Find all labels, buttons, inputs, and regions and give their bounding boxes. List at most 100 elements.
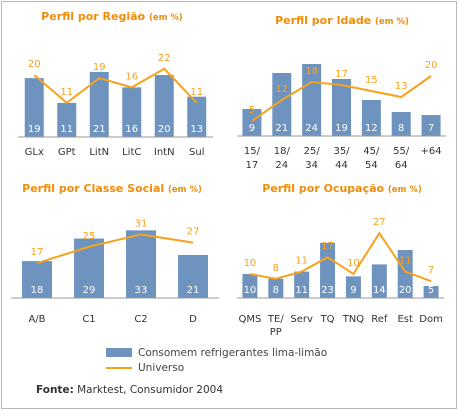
- bar: [332, 79, 351, 136]
- chart-title: Perfil por Idade (em %): [275, 14, 409, 27]
- line-value-label: 11: [295, 256, 308, 267]
- x-tick-label: C2: [134, 314, 147, 325]
- x-tick-label: QMS: [239, 314, 262, 325]
- line-value-label: 10: [244, 258, 257, 269]
- bar: [57, 102, 77, 137]
- x-tick-label: +64: [421, 146, 442, 157]
- x-tick-line: 55/: [393, 146, 410, 157]
- chart-regiao: Perfil por Região (em %) 19 11 21 16 20 13 20 11…: [18, 10, 213, 158]
- line-value-label: 8: [273, 263, 279, 274]
- bar-value-label: 11: [295, 285, 308, 296]
- x-tick-label: TE/PP: [267, 314, 284, 338]
- bar: [272, 73, 292, 136]
- x-tick-label: 25/34: [304, 146, 321, 171]
- bar-value-label: 21: [93, 124, 106, 135]
- bar-value-label: 23: [321, 285, 334, 296]
- x-tick-line: 44: [335, 160, 348, 171]
- line-value-label: 18: [305, 66, 318, 77]
- x-tick-line: 15/: [244, 146, 261, 157]
- legend-line-swatch: [106, 366, 132, 369]
- x-tick-line: 35/: [333, 146, 350, 157]
- bar: [74, 238, 104, 298]
- line-value-label: 22: [158, 53, 171, 64]
- x-tick-line: Est: [397, 314, 413, 325]
- bar: [24, 78, 44, 137]
- bar: [154, 75, 174, 137]
- bar: [187, 96, 207, 137]
- bar: [89, 71, 109, 137]
- bar: [345, 276, 361, 298]
- line-value-label: 5: [249, 105, 255, 116]
- bar-value-label: 9: [350, 285, 356, 296]
- chart-title-unit: (em %): [168, 185, 202, 195]
- line-value-label: 10: [347, 258, 360, 269]
- x-tick-label: GPt: [58, 147, 76, 158]
- line-value-label: 20: [425, 60, 438, 71]
- source-text: Marktest, Consumidor 2004: [73, 384, 223, 396]
- bar-value-label: 20: [399, 285, 412, 296]
- x-tick-line: Ref: [371, 314, 388, 325]
- chart-title: Perfil por Classe Social (em %): [22, 182, 202, 195]
- line-value-label: 17: [335, 69, 348, 80]
- x-tick-label: 45/54: [363, 146, 380, 171]
- bar-value-label: 21: [275, 123, 288, 134]
- chart-title-unit: (em %): [388, 185, 422, 195]
- x-tick-line: LitC: [122, 147, 141, 158]
- chart-title-text: Perfil por Classe Social: [22, 182, 168, 195]
- x-tick-label: Serv: [290, 314, 313, 325]
- source-note: Fonte: Marktest, Consumidor 2004: [36, 384, 223, 396]
- legend-item-line: Universo: [106, 360, 327, 375]
- x-tick-line: GLx: [25, 147, 44, 158]
- bar: [320, 242, 336, 298]
- x-tick-line: A/B: [28, 314, 45, 325]
- x-tick-line: D: [189, 314, 197, 325]
- line-value-label: 17: [321, 241, 334, 252]
- bar-value-label: 5: [428, 285, 434, 296]
- bar: [371, 264, 387, 298]
- bar: [397, 250, 413, 298]
- x-tick-line: IntN: [154, 147, 175, 158]
- bar: [421, 115, 441, 136]
- bar-value-label: 14: [373, 285, 386, 296]
- x-tick-line: 18/: [274, 146, 291, 157]
- bar-value-label: 18: [31, 285, 44, 296]
- line-value-label: 11: [60, 87, 73, 98]
- x-tick-label: A/B: [28, 314, 45, 325]
- line-value-label: 25: [83, 231, 96, 242]
- chart-title-unit: (em %): [149, 13, 183, 23]
- x-tick-label: 35/44: [333, 146, 350, 171]
- bar: [391, 112, 411, 136]
- bar-value-label: 20: [158, 124, 171, 135]
- x-tick-label: D: [189, 314, 197, 325]
- universo-line: [33, 67, 198, 105]
- x-tick-label: 15/17: [244, 146, 261, 171]
- bar: [122, 87, 142, 137]
- bar-value-label: 12: [365, 123, 378, 134]
- bar-value-label: 9: [249, 123, 255, 134]
- source-label: Fonte:: [36, 384, 74, 396]
- line-value-label: 27: [187, 227, 200, 238]
- line-value-label: 11: [399, 256, 412, 267]
- chart-title: Perfil por Ocupação (em %): [262, 182, 422, 195]
- x-tick-line: C2: [134, 314, 147, 325]
- chart-ocupacao: Perfil por Ocupação (em %) 10 8 11 23 9 14 20 5 1…: [237, 182, 444, 338]
- x-tick-label: Ref: [371, 314, 388, 325]
- chart-idade: Perfil por Idade (em %) 9 21 24 19 12 8 7 5 12 18 1…: [237, 14, 446, 171]
- line-value-label: 27: [373, 217, 386, 228]
- bar-value-label: 29: [83, 285, 96, 296]
- x-tick-label: LitC: [122, 147, 141, 158]
- x-tick-label: IntN: [154, 147, 175, 158]
- bar-value-label: 8: [398, 123, 404, 134]
- chart-title-text: Perfil por Região: [41, 10, 149, 23]
- x-tick-label: LitN: [89, 147, 109, 158]
- bar: [268, 278, 284, 298]
- x-tick-line: TNQ: [342, 314, 365, 325]
- bar: [126, 230, 156, 298]
- x-tick-line: 25/: [304, 146, 321, 157]
- x-tick-line: 34: [305, 160, 318, 171]
- bar-value-label: 13: [190, 124, 203, 135]
- x-tick-line: 64: [395, 160, 408, 171]
- chart-title: Perfil por Região (em %): [41, 10, 183, 23]
- x-tick-label: Dom: [419, 314, 443, 325]
- legend-bars-label: Consomem refrigerantes lima-limão: [138, 346, 328, 359]
